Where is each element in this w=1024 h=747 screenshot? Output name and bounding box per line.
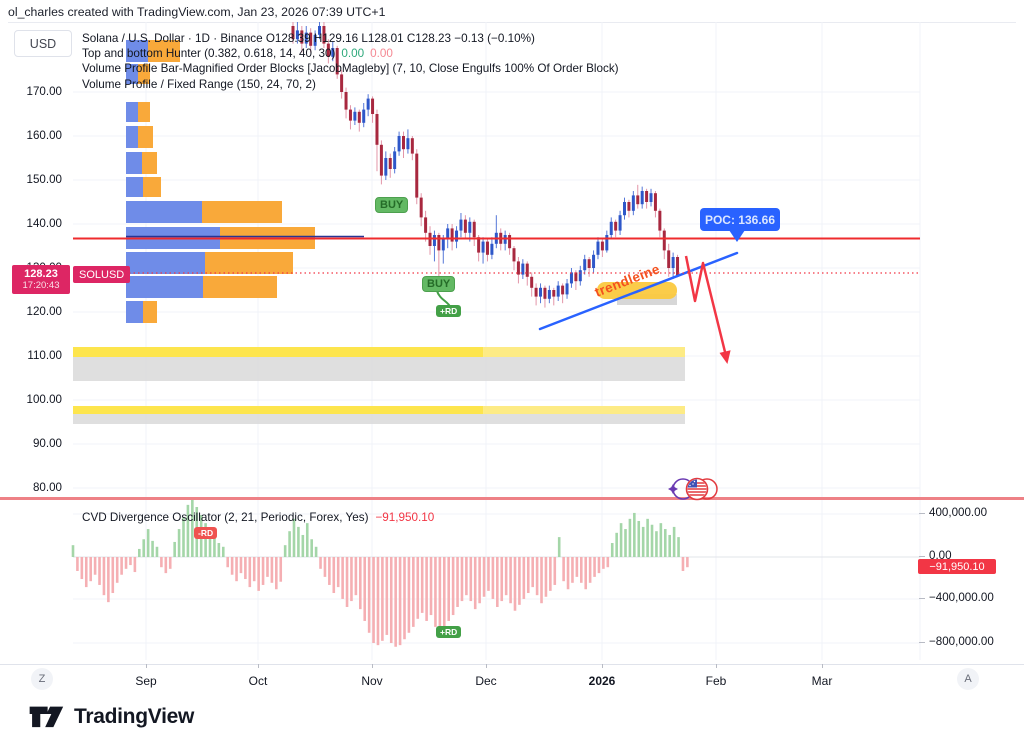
currency-toggle-button[interactable]: USD [14,30,72,57]
oscillator-value: −91,950.10 [375,511,435,524]
scroll-right-badge[interactable]: A [957,668,979,690]
time-tick-mark [716,664,717,668]
chart-top-border [8,22,1016,23]
time-tick-label: Feb [705,674,727,688]
rd-plus-label-osc: +RD [436,626,462,638]
buy-signal-lower: BUY [422,276,456,292]
oscillator-legend[interactable]: CVD Divergence Oscillator (2, 21, Period… [82,511,434,524]
legend-symbol-line[interactable]: Solana / U.S. Dollar · 1D · Binance O128… [82,32,535,45]
price-tick-label: 110.00 [27,349,62,362]
oscillator-tick-mark [919,513,925,514]
gridlines [73,22,921,660]
legend-indicator-1[interactable]: Top and bottom Hunter (0.382, 0.618, 14,… [82,46,619,61]
oscillator-tick-label: −800,000.00 [929,635,994,648]
pane-separator[interactable] [0,497,1024,500]
oscillator-histogram [71,498,689,647]
analysis-lines[interactable] [73,237,920,365]
price-tick-label: 100.00 [26,393,62,406]
rd-plus-label-main: +RD [436,305,462,317]
rd-minus-label-osc: -RD [194,527,218,539]
countdown-timer: 17:20:43 [22,280,60,291]
time-tick-label: Dec [475,674,497,688]
tradingview-logo-icon [29,706,64,728]
poc-callout[interactable]: POC: 136.66 [700,208,780,242]
price-tick-label: 90.00 [32,437,62,450]
oscillator-title: CVD Divergence Oscillator (2, 21, Period… [82,511,369,524]
oscillator-tick-label: 0.00 [929,549,952,562]
time-tick-mark [486,664,487,668]
price-tick-label: 140.00 [26,217,62,230]
symbol-tag: SOLUSD [73,266,131,283]
volume-profile [126,40,364,323]
sparkle-star-icon [668,484,678,494]
time-tick-mark [822,664,823,668]
session-break-flag-icon[interactable] [666,475,718,503]
legend-indicator-3[interactable]: Volume Profile / Fixed Range (150, 24, 7… [82,77,316,91]
time-tick-label: Sep [135,674,157,688]
time-tick-label: 2026 [588,674,616,688]
time-tick-label: Oct [248,674,268,688]
tradingview-logo[interactable]: TradingView [28,703,194,730]
time-tick-mark [602,664,603,668]
time-tick-label: Mar [811,674,833,688]
oscillator-tick-mark [919,556,925,557]
price-tick-label: 120.00 [26,305,62,318]
price-tick-label: 80.00 [32,481,62,494]
candlesticks [291,22,680,308]
tradingview-logo-text: TradingView [74,704,195,728]
time-tick-label: Nov [361,674,383,688]
oscillator-tick-label: 400,000.00 [929,506,988,519]
order-block-bands [73,347,685,424]
time-axis-border [0,664,1024,665]
price-tick-label: 160.00 [26,129,62,142]
legend[interactable]: Solana / U.S. Dollar · 1D · Binance O128… [82,31,619,92]
indicator-1-value-green: 0.00 [341,47,365,61]
attribution-text: ol_charles created with TradingView.com,… [8,5,386,19]
legend-indicator-2[interactable]: Volume Profile Bar-Magnified Order Block… [82,62,619,76]
time-tick-mark [258,664,259,668]
oscillator-value-badge: −91,950.10 [918,559,996,574]
price-tick-label: 170.00 [26,85,62,98]
buy-signal-upper: BUY [375,197,409,213]
oscillator-tick-label: −400,000.00 [929,591,994,604]
time-tick-mark [372,664,373,668]
indicator-1-value-red: 0.00 [370,47,393,61]
price-tick-label: 150.00 [26,173,62,186]
time-tick-mark [146,664,147,668]
current-price-badge: 128.23 17:20:43 [12,265,70,294]
oscillator-tick-mark [919,642,925,643]
scroll-left-badge[interactable]: Z [31,668,53,690]
us-flag-icon [685,477,709,501]
indicator-1-name: Top and bottom Hunter (0.382, 0.618, 14,… [82,47,336,61]
oscillator-tick-mark [919,598,925,599]
current-price-value: 128.23 [24,268,58,280]
